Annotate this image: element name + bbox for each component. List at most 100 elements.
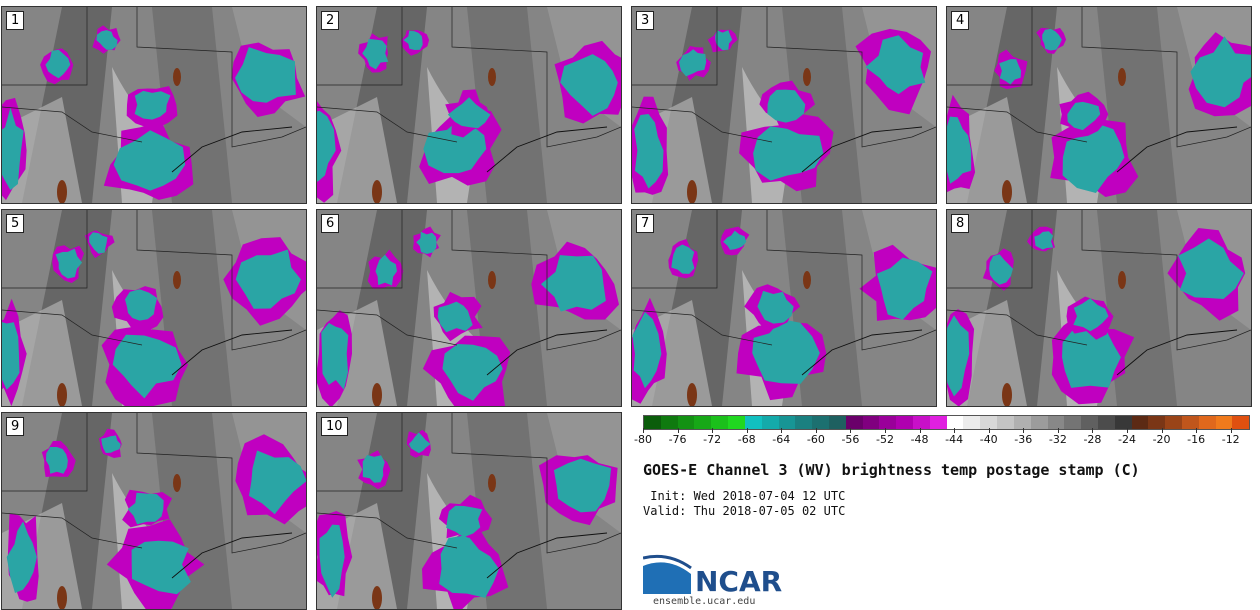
stamp-number-label: 2 [321,11,340,30]
colorbar-tick-label: -48 [910,433,929,446]
colorbar-tick [850,428,852,433]
colorbar-swatch [1131,416,1149,429]
colorbar-swatch [1013,416,1031,429]
water-vapor-map [947,210,1251,406]
colorbar-swatch [694,416,712,429]
postage-stamp-panel: 3 [631,6,937,204]
water-vapor-map [947,7,1251,203]
colorbar-tick [746,428,748,433]
colorbar-swatch [1215,416,1233,429]
colorbar-swatch [997,416,1014,429]
colorbar-swatch [963,416,981,429]
colorbar-tick [1023,428,1025,433]
colorbar-swatch [778,416,796,429]
postage-stamp-panel: 5 [1,209,307,407]
postage-stamp-panel: 1 [1,6,307,204]
colorbar-tick-label: -28 [1083,433,1102,446]
colorbar-tick-label: -80 [634,433,652,446]
colorbar-ticks: -80 -76 -72 -68 -64 -60 -56 -52 -48 -44 -40 -36 -32 -… [634,428,1248,448]
colorbar-tick-label: -68 [737,433,756,446]
colorbar-tick [1230,428,1232,433]
colorbar-swatch [845,416,863,429]
stamp-number-label: 3 [636,11,655,30]
postage-stamp-panel: 6 [316,209,622,407]
colorbar-tick [919,428,921,433]
colorbar-tick [815,428,817,433]
colorbar-tick-label: -72 [703,433,722,446]
colorbar-tick [643,428,644,433]
colorbar-swatch [795,416,813,429]
colorbar-swatch [1097,416,1115,429]
water-vapor-map [2,413,306,609]
colorbar-swatch [812,416,829,429]
colorbar [643,415,1250,430]
colorbar-tick [1092,428,1094,433]
ncar-logo-icon [643,554,692,594]
water-vapor-map [632,7,936,203]
postage-stamp-panel: 2 [316,6,622,204]
stamp-number-label: 4 [951,11,970,30]
colorbar-tick-label: -56 [841,433,860,446]
postage-stamp-panel: 9 [1,412,307,610]
colorbar-swatch [862,416,880,429]
colorbar-tick [781,428,783,433]
colorbar-tick [988,428,990,433]
colorbar-swatch [1114,416,1132,429]
colorbar-tick-label: -36 [1014,433,1033,446]
figure-title: GOES-E Channel 3 (WV) brightness temp po… [643,461,1140,479]
logo-url: ensemble.ucar.edu [653,596,756,607]
colorbar-swatch [896,416,913,429]
init-time: Init: Wed 2018-07-04 12 UTC [643,489,846,503]
postage-stamp-panel: 4 [946,6,1252,204]
colorbar-tick [1057,428,1059,433]
postage-stamp-panel: 10 [316,412,622,610]
stamp-number-label: 10 [321,417,348,436]
colorbar-swatch [1182,416,1199,429]
colorbar-swatch [677,416,695,429]
colorbar-swatch [644,416,661,429]
colorbar-swatch [1047,416,1065,429]
postage-stamp-panel: 8 [946,209,1252,407]
colorbar-swatch [929,416,947,429]
water-vapor-map [2,7,306,203]
water-vapor-map [317,413,621,609]
colorbar-swatch [660,416,678,429]
water-vapor-map [632,210,936,406]
colorbar-swatch [728,416,745,429]
stamp-number-label: 1 [6,11,25,30]
colorbar-tick-label: -12 [1221,433,1240,446]
colorbar-tick-label: -76 [668,433,687,446]
colorbar-tick-label: -44 [945,433,964,446]
colorbar-tick-label: -20 [1152,433,1171,446]
colorbar-tick [1127,428,1128,433]
postage-stamp-panel: 7 [631,209,937,407]
colorbar-swatch [946,416,964,429]
stamp-number-label: 9 [6,417,25,436]
colorbar-tick-label: -52 [876,433,894,446]
colorbar-tick-label: -16 [1187,433,1206,446]
colorbar-tick-label: -24 [1118,433,1136,446]
valid-time: Valid: Thu 2018-07-05 02 UTC [643,504,846,518]
colorbar-swatch [711,416,729,429]
colorbar-swatch [1081,416,1098,429]
stamp-number-label: 5 [6,214,25,233]
stamp-number-label: 6 [321,214,340,233]
colorbar-swatch [744,416,762,429]
colorbar-tick [1196,428,1198,433]
colorbar-tick-label: -60 [806,433,825,446]
colorbar-swatch [761,416,779,429]
stamp-number-label: 7 [636,214,655,233]
colorbar-swatch [980,416,998,429]
colorbar-swatch [879,416,897,429]
colorbar-swatch [1198,416,1216,429]
colorbar-tick [885,428,886,433]
colorbar-tick [677,428,679,433]
colorbar-tick-label: -40 [979,433,998,446]
water-vapor-map [317,7,621,203]
water-vapor-map [317,210,621,406]
logo-text: NCAR [695,565,783,598]
colorbar-swatch [1148,416,1166,429]
stamp-number-label: 8 [951,214,970,233]
water-vapor-map [2,210,306,406]
colorbar-swatch [828,416,846,429]
